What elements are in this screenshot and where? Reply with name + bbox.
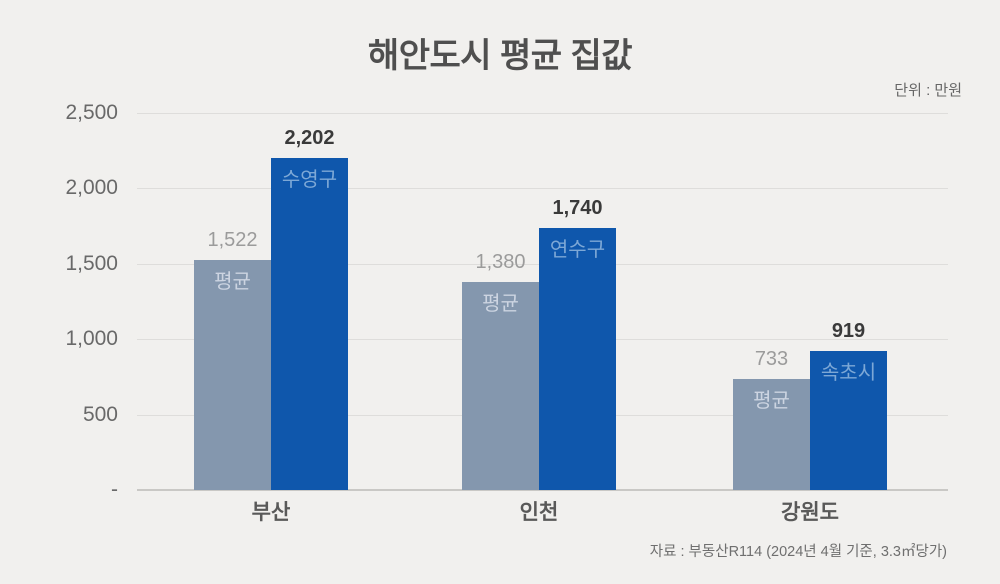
y-tick-label: 2,500	[65, 101, 118, 124]
source-note: 자료 : 부동산R114 (2024년 4월 기준, 3.3㎡당가)	[649, 544, 947, 560]
x-axis-label-gangwon: 강원도	[781, 501, 839, 524]
bar-value-label: 1,522	[207, 229, 258, 252]
bar-name-label: 평균	[482, 292, 519, 315]
bar-value-label: 1,740	[552, 196, 603, 219]
page-title: 해안도시 평균 집값	[367, 37, 633, 75]
bar-district-gangwon	[810, 351, 887, 490]
bar-value-label: 1,380	[475, 250, 526, 273]
y-tick-label: 1,000	[65, 327, 118, 351]
bar-value-label: 2,202	[284, 126, 335, 149]
bar-value-label: 733	[754, 348, 789, 371]
x-axis-label-incheon: 인천	[519, 501, 559, 524]
bar-average-busan	[194, 260, 271, 490]
bar-name-label: 속초시	[820, 362, 877, 385]
y-tick-label: 1,500	[65, 251, 118, 275]
y-tick-label: -	[111, 478, 118, 501]
bar-average-gangwon	[733, 379, 810, 490]
bar-district-incheon	[539, 227, 616, 490]
bar-district-busan	[271, 157, 348, 490]
bar-name-label: 평균	[753, 390, 790, 413]
y-tick-label: 500	[82, 402, 118, 426]
gridline	[137, 113, 948, 114]
unit-label: 단위 : 만원	[894, 82, 962, 99]
bar-average-incheon	[462, 281, 539, 490]
y-tick-label: 2,000	[65, 176, 118, 200]
bar-value-label: 919	[831, 320, 866, 343]
bar-name-label: 평균	[214, 271, 251, 294]
gridline	[137, 188, 948, 190]
x-axis-baseline	[137, 489, 948, 491]
bar-name-label: 연수구	[549, 238, 606, 261]
bar-name-label: 수영구	[281, 168, 338, 191]
x-axis-label-busan: 부산	[251, 501, 291, 524]
